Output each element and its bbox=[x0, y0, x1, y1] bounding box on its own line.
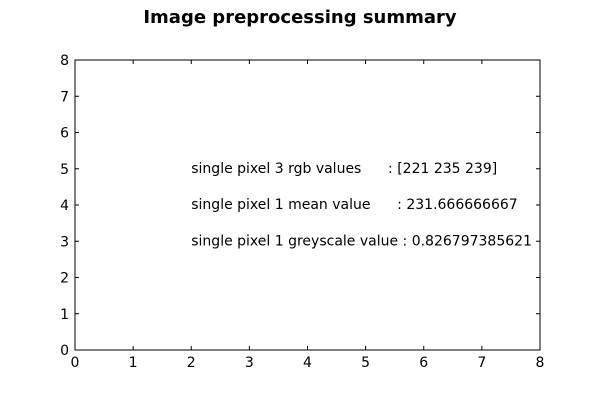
y-tick-label: 1 bbox=[60, 307, 69, 323]
y-tick-label: 8 bbox=[60, 53, 69, 69]
x-tick-label: 6 bbox=[419, 355, 428, 371]
chart-title: Image preprocessing summary bbox=[143, 7, 457, 28]
annotation-text: single pixel 1 greyscale value : 0.82679… bbox=[191, 233, 532, 249]
x-tick-label: 5 bbox=[361, 355, 370, 371]
x-axis-tick-labels: 0 1 2 3 4 5 6 7 8 bbox=[71, 355, 545, 371]
y-tick-label: 2 bbox=[60, 271, 69, 287]
x-tick-label: 3 bbox=[245, 355, 254, 371]
y-tick-label: 0 bbox=[60, 343, 69, 359]
y-tick-label: 5 bbox=[60, 162, 69, 178]
x-tick-label: 8 bbox=[536, 355, 545, 371]
y-axis-tick-labels: 0 1 2 3 4 5 6 7 8 bbox=[60, 53, 69, 359]
annotations: single pixel 3 rgb values : [221 235 239… bbox=[191, 161, 532, 250]
annotation-text: single pixel 1 mean value : 231.66666666… bbox=[191, 197, 517, 213]
y-tick-label: 3 bbox=[60, 234, 69, 250]
x-tick-label: 4 bbox=[303, 355, 312, 371]
y-tick-label: 7 bbox=[60, 89, 69, 105]
y-tick-label: 6 bbox=[60, 126, 69, 142]
x-tick-label: 7 bbox=[477, 355, 486, 371]
x-tick-label: 0 bbox=[71, 355, 80, 371]
x-tick-label: 1 bbox=[129, 355, 138, 371]
annotation-text: single pixel 3 rgb values : [221 235 239… bbox=[191, 161, 497, 177]
x-tick-label: 2 bbox=[187, 355, 196, 371]
axis-ticks bbox=[74, 59, 541, 351]
y-tick-label: 4 bbox=[60, 198, 69, 214]
